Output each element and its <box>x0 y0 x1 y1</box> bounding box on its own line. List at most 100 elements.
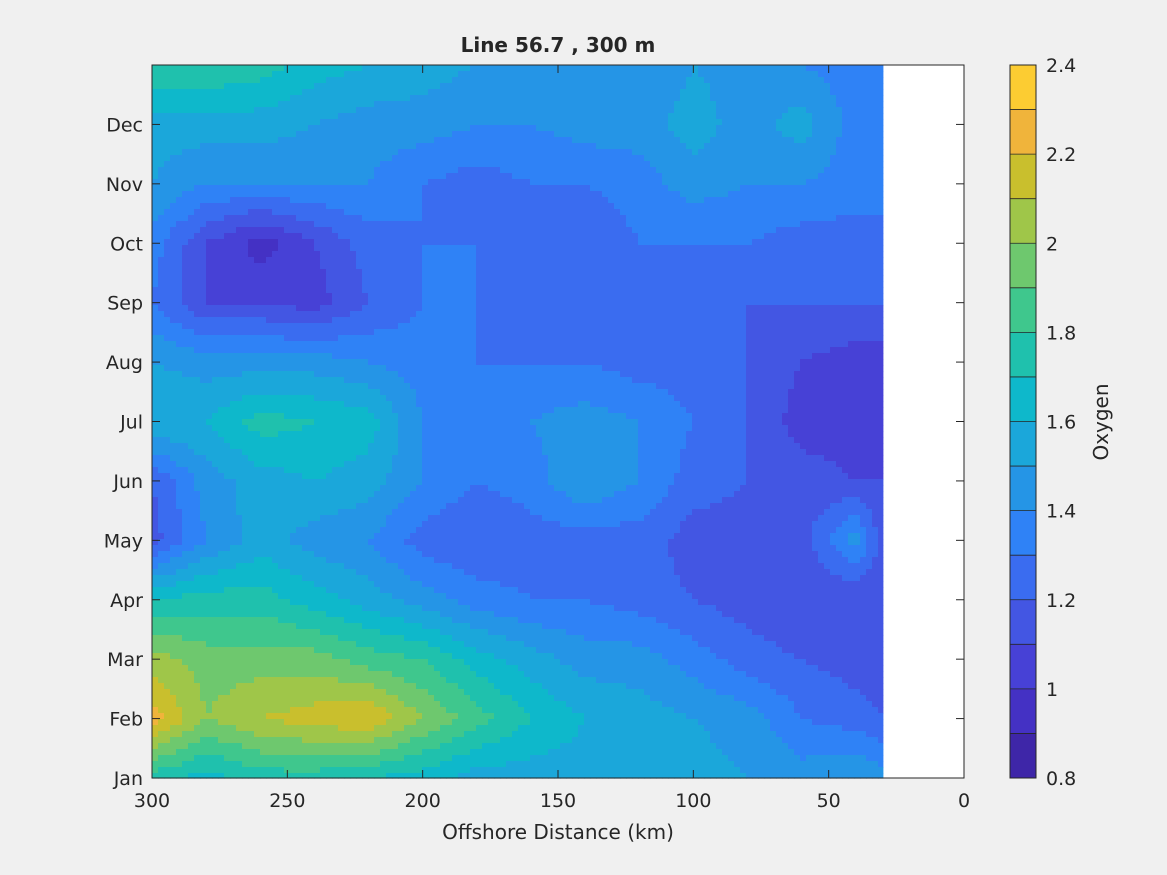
contour-cell <box>422 179 429 186</box>
contour-cell <box>500 209 507 216</box>
contour-cell <box>740 287 747 294</box>
contour-cell <box>236 245 243 252</box>
contour-cell <box>782 263 789 270</box>
contour-cell <box>428 227 435 234</box>
contour-cell <box>182 83 189 90</box>
contour-cell <box>620 65 627 72</box>
contour-cell <box>470 95 477 102</box>
contour-cell <box>314 185 321 192</box>
contour-cell <box>788 71 795 78</box>
contour-cell <box>428 161 435 168</box>
contour-cell <box>602 239 609 246</box>
contour-cell <box>800 257 807 264</box>
contour-cell <box>692 131 699 138</box>
contour-cell <box>362 77 369 84</box>
contour-cell <box>836 305 843 312</box>
contour-cell <box>512 233 519 240</box>
contour-cell <box>524 221 531 228</box>
contour-cell <box>344 89 351 96</box>
contour-cell <box>764 131 771 138</box>
contour-cell <box>284 287 291 294</box>
contour-cell <box>722 101 729 108</box>
contour-cell <box>626 275 633 282</box>
contour-cell <box>674 161 681 168</box>
contour-cell <box>806 161 813 168</box>
contour-cell <box>728 245 735 252</box>
contour-cell <box>794 287 801 294</box>
contour-cell <box>776 251 783 258</box>
contour-cell <box>686 185 693 192</box>
contour-cell <box>680 305 687 312</box>
contour-cell <box>554 173 561 180</box>
contour-cell <box>668 257 675 264</box>
contour-cell <box>428 197 435 204</box>
contour-cell <box>392 239 399 246</box>
contour-cell <box>488 185 495 192</box>
contour-cell <box>170 113 177 120</box>
contour-cell <box>398 137 405 144</box>
contour-cell <box>458 167 465 174</box>
contour-cell <box>818 215 825 222</box>
contour-cell <box>776 179 783 186</box>
contour-cell <box>314 137 321 144</box>
contour-cell <box>728 227 735 234</box>
contour-cell <box>260 245 267 252</box>
contour-cell <box>206 101 213 108</box>
contour-cell <box>440 233 447 240</box>
contour-cell <box>338 275 345 282</box>
contour-plot-area[interactable]: 300 250 200 150 100 50 0 JanFebMarAprMayJunJul… <box>104 64 970 812</box>
contour-cell <box>782 227 789 234</box>
contour-field <box>152 65 884 779</box>
contour-cell <box>248 215 255 222</box>
contour-cell <box>260 221 267 228</box>
contour-cell <box>800 215 807 222</box>
contour-cell <box>614 95 621 102</box>
contour-cell <box>416 257 423 264</box>
contour-cell <box>566 179 573 186</box>
contour-cell <box>764 269 771 276</box>
contour-cell <box>692 161 699 168</box>
contour-cell <box>812 155 819 162</box>
contour-cell <box>674 95 681 102</box>
contour-cell <box>674 131 681 138</box>
contour-cell <box>662 305 669 312</box>
contour-cell <box>878 119 884 126</box>
contour-cell <box>668 83 675 90</box>
contour-cell <box>704 143 711 150</box>
contour-cell <box>740 131 747 138</box>
contour-cell <box>644 137 651 144</box>
contour-cell <box>476 263 483 270</box>
contour-cell <box>326 83 333 90</box>
contour-cell <box>188 209 195 216</box>
contour-cell <box>230 275 237 282</box>
contour-cell <box>818 275 825 282</box>
contour-cell <box>566 233 573 240</box>
contour-cell <box>350 251 357 258</box>
contour-cell <box>776 167 783 174</box>
contour-cell <box>254 275 261 282</box>
contour-cell <box>488 89 495 96</box>
contour-cell <box>758 143 765 150</box>
contour-cell <box>584 167 591 174</box>
contour-cell <box>326 239 333 246</box>
contour-cell <box>326 89 333 96</box>
contour-cell <box>776 77 783 84</box>
contour-cell <box>806 65 813 72</box>
contour-cell <box>770 149 777 156</box>
contour-cell <box>494 137 501 144</box>
contour-cell <box>548 71 555 78</box>
contour-cell <box>854 71 861 78</box>
contour-cell <box>692 143 699 150</box>
contour-cell <box>668 155 675 162</box>
contour-cell <box>626 239 633 246</box>
contour-cell <box>560 257 567 264</box>
contour-cell <box>722 251 729 258</box>
contour-cell <box>452 209 459 216</box>
contour-cell <box>284 227 291 234</box>
contour-cell <box>266 101 273 108</box>
contour-cell <box>182 257 189 264</box>
contour-cell <box>608 119 615 126</box>
contour-cell <box>740 161 747 168</box>
contour-cell <box>872 185 879 192</box>
contour-cell <box>506 227 513 234</box>
